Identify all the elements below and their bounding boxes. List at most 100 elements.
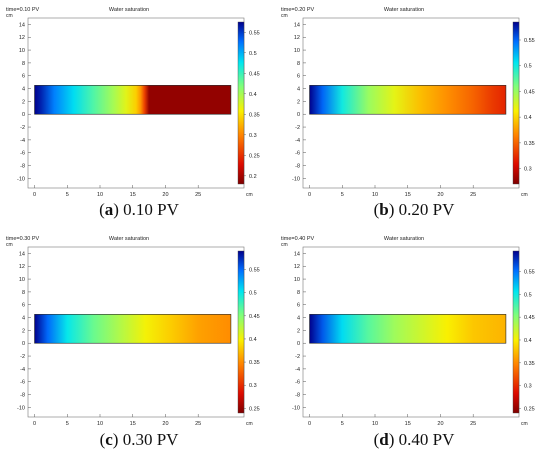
y-tick-label: 4 bbox=[297, 316, 300, 322]
x-tick-label: 0 bbox=[308, 192, 311, 198]
y-tick-label: 0 bbox=[297, 112, 300, 118]
x-tick-label: 10 bbox=[97, 421, 103, 427]
y-tick-label: -8 bbox=[20, 393, 25, 399]
y-tick-label: -8 bbox=[295, 164, 300, 170]
y-tick-label: 2 bbox=[22, 328, 25, 334]
x-tick-label: 20 bbox=[437, 192, 443, 198]
colorbar-tick-label: 0.35 bbox=[524, 361, 535, 367]
colorbar-tick-label: 0.5 bbox=[249, 51, 257, 57]
y-axis-unit: cm bbox=[6, 13, 13, 19]
caption-letter: c bbox=[105, 430, 113, 449]
chart-a: time=0.10 PV Water saturation cm cm 14 12 10 8 6… bbox=[6, 7, 260, 198]
y-tick-label: 12 bbox=[19, 35, 25, 41]
saturation-domain bbox=[309, 85, 507, 115]
y-tick-label: 10 bbox=[19, 277, 25, 283]
y-tick-label: 6 bbox=[22, 303, 25, 309]
time-label: time=0.40 PV bbox=[281, 236, 315, 242]
x-tick-label: 5 bbox=[341, 192, 344, 198]
chart-title: Water saturation bbox=[384, 7, 424, 13]
panel-a: time=0.10 PV Water saturation cm cm 14 12 10 8 6… bbox=[4, 4, 274, 198]
colorbar-tick-label: 0.55 bbox=[524, 38, 535, 44]
time-label: time=0.10 PV bbox=[6, 7, 40, 13]
y-tick-label: 4 bbox=[22, 316, 25, 322]
colorbar-tick-label: 0.25 bbox=[249, 406, 260, 412]
y-tick-label: 4 bbox=[22, 87, 25, 93]
y-tick-label: 14 bbox=[294, 22, 300, 28]
y-tick-label: 8 bbox=[297, 61, 300, 67]
y-tick-label: 8 bbox=[22, 61, 25, 67]
y-tick-label: -2 bbox=[295, 125, 300, 131]
colorbar-tick-label: 0.45 bbox=[249, 314, 260, 320]
y-tick-label: 12 bbox=[19, 264, 25, 270]
y-tick-label: 0 bbox=[297, 341, 300, 347]
colorbar-tick-label: 0.25 bbox=[524, 406, 535, 412]
y-tick-label: 6 bbox=[297, 74, 300, 80]
colorbar-tick-label: 0.5 bbox=[524, 292, 532, 298]
y-tick-label: 2 bbox=[297, 328, 300, 334]
x-axis-unit: cm bbox=[521, 421, 528, 427]
colorbar-tick-label: 0.2 bbox=[249, 174, 257, 180]
x-tick-label: 25 bbox=[195, 192, 201, 198]
y-tick-label: 0 bbox=[22, 341, 25, 347]
x-tick-label: 20 bbox=[162, 192, 168, 198]
colorbar-tick-label: 0.4 bbox=[524, 115, 532, 121]
y-tick-label: -8 bbox=[295, 393, 300, 399]
y-tick-label: -6 bbox=[20, 380, 25, 386]
y-tick-label: -6 bbox=[20, 151, 25, 157]
y-tick-label: -10 bbox=[292, 405, 300, 411]
y-tick-label: 2 bbox=[22, 99, 25, 105]
x-tick-label: 15 bbox=[130, 421, 136, 427]
colorbar bbox=[512, 21, 520, 185]
chart-d: time=0.40 PV Water saturation cm cm 14 12 10 8 6… bbox=[281, 236, 535, 427]
time-label: time=0.20 PV bbox=[281, 7, 315, 13]
x-tick-label: 0 bbox=[308, 421, 311, 427]
y-tick-label: -2 bbox=[20, 354, 25, 360]
colorbar-tick-label: 0.5 bbox=[249, 291, 257, 297]
y-tick-label: 14 bbox=[294, 251, 300, 257]
y-tick-label: -8 bbox=[20, 164, 25, 170]
colorbar-tick-label: 0.3 bbox=[249, 133, 257, 139]
x-tick-label: 10 bbox=[372, 421, 378, 427]
colorbar-tick-label: 0.45 bbox=[524, 315, 535, 321]
y-tick-label: 6 bbox=[297, 303, 300, 309]
y-tick-label: 4 bbox=[297, 87, 300, 93]
x-tick-label: 0 bbox=[33, 421, 36, 427]
x-tick-label: 25 bbox=[195, 421, 201, 427]
colorbar bbox=[237, 21, 245, 185]
colorbar-tick-label: 0.35 bbox=[524, 141, 535, 147]
x-tick-label: 15 bbox=[405, 192, 411, 198]
chart-title: Water saturation bbox=[109, 7, 149, 13]
x-tick-label: 10 bbox=[97, 192, 103, 198]
caption-a: (a) 0.10 PV bbox=[99, 200, 179, 219]
x-tick-label: 0 bbox=[33, 192, 36, 198]
colorbar-tick-label: 0.3 bbox=[249, 383, 257, 389]
x-axis-unit: cm bbox=[246, 421, 253, 427]
y-axis-unit: cm bbox=[281, 13, 288, 19]
caption-text: 0.20 PV bbox=[398, 200, 455, 219]
x-tick-label: 10 bbox=[372, 192, 378, 198]
colorbar-tick-label: 0.45 bbox=[249, 71, 260, 77]
x-tick-label: 5 bbox=[66, 192, 69, 198]
y-tick-label: -10 bbox=[17, 176, 25, 182]
y-tick-label: -10 bbox=[292, 176, 300, 182]
colorbar bbox=[512, 250, 520, 414]
x-axis-unit: cm bbox=[521, 192, 528, 198]
colorbar-tick-label: 0.4 bbox=[524, 338, 532, 344]
y-tick-label: -2 bbox=[295, 354, 300, 360]
y-tick-label: -10 bbox=[17, 405, 25, 411]
y-tick-label: 6 bbox=[22, 74, 25, 80]
colorbar-tick-label: 0.3 bbox=[524, 384, 532, 390]
x-tick-label: 25 bbox=[470, 421, 476, 427]
caption-letter: b bbox=[379, 200, 389, 219]
y-axis-unit: cm bbox=[281, 242, 288, 248]
colorbar-tick-label: 0.3 bbox=[524, 167, 532, 173]
y-axis-unit: cm bbox=[6, 242, 13, 248]
colorbar-tick-label: 0.4 bbox=[249, 337, 257, 343]
caption-d: (d) 0.40 PV bbox=[373, 430, 455, 449]
x-tick-label: 5 bbox=[66, 421, 69, 427]
chart-c: time=0.30 PV Water saturation cm cm 14 12 10 8 6… bbox=[6, 236, 260, 427]
colorbar-tick-label: 0.45 bbox=[524, 89, 535, 95]
colorbar-tick-label: 0.25 bbox=[249, 153, 260, 159]
x-tick-label: 15 bbox=[405, 421, 411, 427]
